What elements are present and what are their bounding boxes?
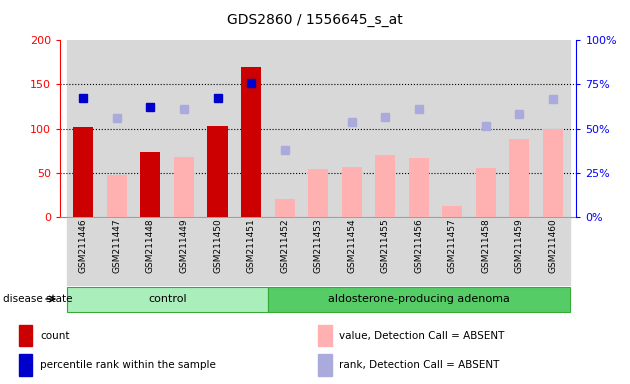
Bar [442, 206, 462, 217]
Bar [435, 40, 469, 217]
Bar [134, 217, 167, 286]
Bar [201, 40, 234, 217]
Bar [275, 199, 295, 217]
Text: GSM211454: GSM211454 [347, 218, 356, 273]
Bar [543, 129, 563, 217]
Bar [435, 217, 469, 286]
Bar [510, 139, 529, 217]
Bar [402, 40, 435, 217]
Text: GSM211458: GSM211458 [481, 218, 490, 273]
Bar [19, 354, 33, 376]
Text: GSM211459: GSM211459 [515, 218, 524, 273]
Bar [19, 325, 33, 346]
Bar [318, 354, 332, 376]
Text: GSM211446: GSM211446 [79, 218, 88, 273]
Bar [469, 40, 503, 217]
Bar [268, 40, 301, 217]
Bar [100, 40, 134, 217]
Bar [241, 67, 261, 217]
Text: GSM211457: GSM211457 [448, 218, 457, 273]
Bar [369, 217, 402, 286]
Bar [268, 217, 301, 286]
Bar [73, 127, 93, 217]
Text: GSM211448: GSM211448 [146, 218, 155, 273]
Bar [234, 217, 268, 286]
Bar [402, 217, 435, 286]
Text: percentile rank within the sample: percentile rank within the sample [40, 360, 216, 370]
Bar [167, 217, 201, 286]
Text: GDS2860 / 1556645_s_at: GDS2860 / 1556645_s_at [227, 13, 403, 27]
Bar [536, 40, 570, 217]
Bar [100, 217, 134, 286]
Text: GSM211451: GSM211451 [246, 218, 256, 273]
Bar [469, 217, 503, 286]
Text: count: count [40, 331, 69, 341]
Bar [369, 40, 402, 217]
Bar [308, 169, 328, 217]
Bar [174, 157, 194, 217]
Text: GSM211453: GSM211453 [314, 218, 323, 273]
Bar [341, 167, 362, 217]
Bar [67, 40, 100, 217]
Bar [67, 287, 268, 312]
Text: aldosterone-producing adenoma: aldosterone-producing adenoma [328, 294, 510, 304]
Text: disease state: disease state [3, 294, 72, 304]
Bar [318, 325, 332, 346]
Bar [536, 217, 570, 286]
Text: GSM211455: GSM211455 [381, 218, 390, 273]
Bar [503, 217, 536, 286]
Bar [268, 287, 570, 312]
Bar [409, 158, 429, 217]
Bar [335, 217, 369, 286]
Bar [476, 169, 496, 217]
Text: GSM211452: GSM211452 [280, 218, 289, 273]
Bar [167, 40, 201, 217]
Bar [234, 40, 268, 217]
Text: GSM211449: GSM211449 [180, 218, 188, 273]
Bar [335, 40, 369, 217]
Bar [503, 40, 536, 217]
Text: GSM211460: GSM211460 [549, 218, 558, 273]
Bar [140, 152, 161, 217]
Bar [301, 40, 335, 217]
Bar [201, 217, 234, 286]
Bar [67, 217, 100, 286]
Text: GSM211456: GSM211456 [415, 218, 423, 273]
Text: rank, Detection Call = ABSENT: rank, Detection Call = ABSENT [340, 360, 500, 370]
Bar [107, 175, 127, 217]
Bar [134, 40, 167, 217]
Bar [301, 217, 335, 286]
Text: control: control [148, 294, 186, 304]
Bar [207, 126, 227, 217]
Text: GSM211450: GSM211450 [213, 218, 222, 273]
Bar [375, 155, 395, 217]
Text: value, Detection Call = ABSENT: value, Detection Call = ABSENT [340, 331, 505, 341]
Text: GSM211447: GSM211447 [112, 218, 122, 273]
